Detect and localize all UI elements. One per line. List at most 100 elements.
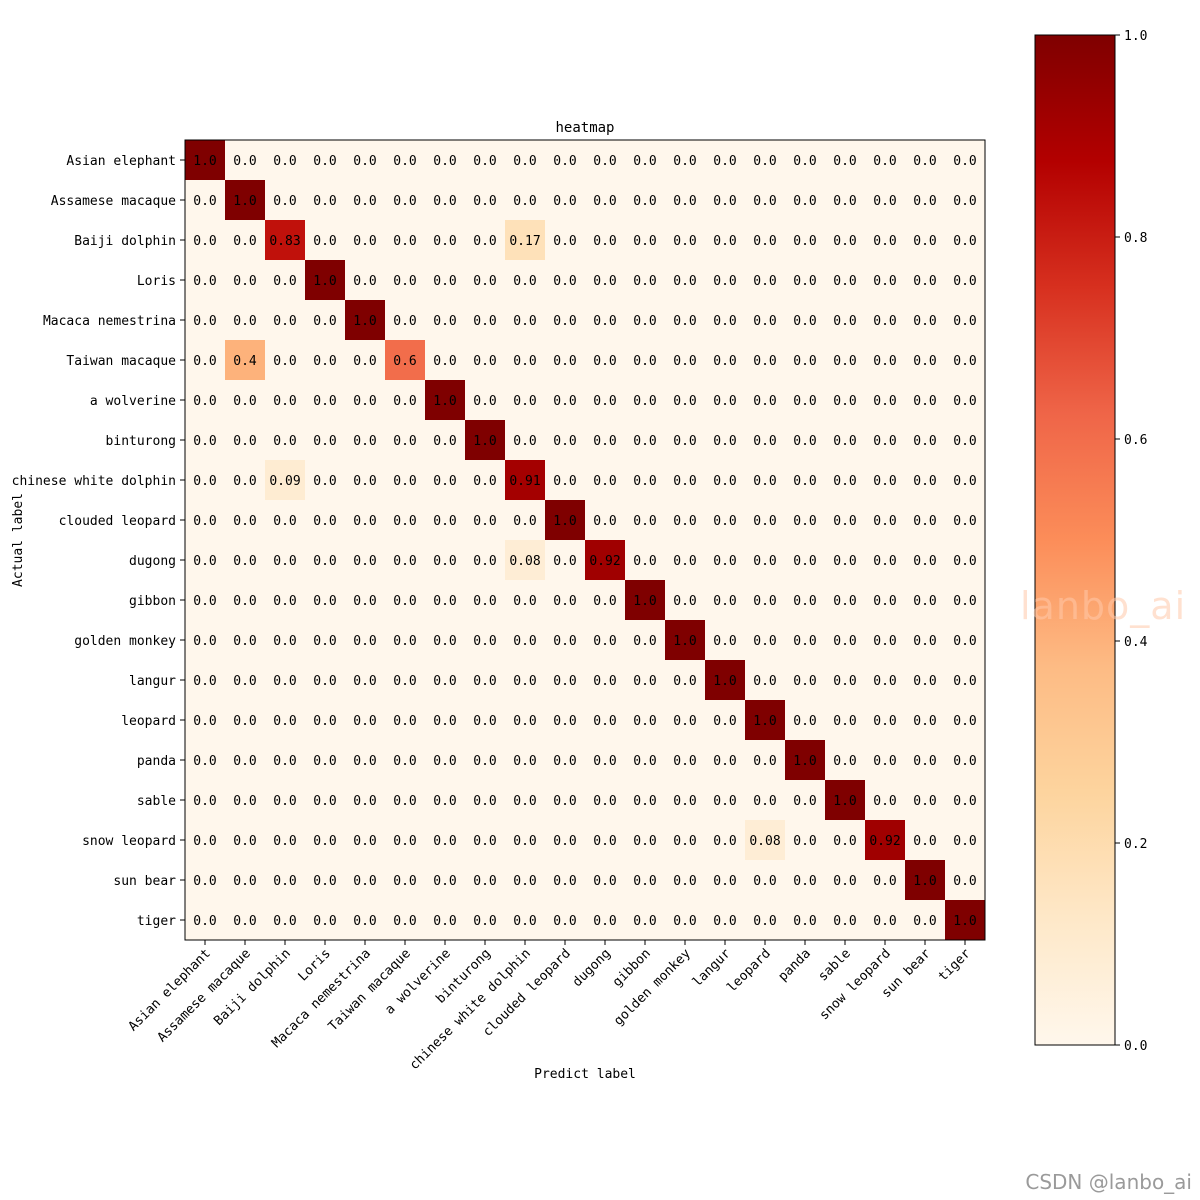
cell-value-label: 0.0: [953, 554, 976, 569]
cell-value-label: 0.0: [873, 514, 896, 529]
heatmap-cell: [705, 660, 746, 701]
y-tick-labels: Asian elephant Assamese macaque Baiji dolp…: [12, 154, 185, 929]
heatmap-cell: [745, 420, 786, 461]
heatmap-cell: [945, 300, 986, 341]
heatmap-cell: [825, 900, 866, 941]
cell-value-label: 0.0: [953, 794, 976, 809]
cell-value-label: 0.0: [793, 794, 816, 809]
cell-value-label: 0.0: [393, 314, 416, 329]
cell-value-label: 0.0: [753, 594, 776, 609]
heatmap-cell: [865, 460, 906, 501]
heatmap-cell: [465, 540, 506, 581]
cell-value-label: 0.0: [673, 354, 696, 369]
cell-value-label: 0.0: [753, 674, 776, 689]
cell-value-label: 0.0: [593, 154, 616, 169]
cell-value-label: 0.0: [193, 474, 216, 489]
cell-value-label: 0.0: [273, 274, 296, 289]
cell-value-label: 1.0: [673, 634, 696, 649]
cell-value-label: 0.0: [873, 794, 896, 809]
heatmap-cell: [705, 180, 746, 221]
cell-value-label: 0.0: [633, 794, 656, 809]
y-tick-label: Baiji dolphin: [74, 234, 176, 249]
heatmap-cell: [305, 580, 346, 621]
cell-value-label: 0.0: [273, 914, 296, 929]
cell-value-label: 0.0: [873, 674, 896, 689]
heatmap-cell: [905, 900, 946, 941]
cell-value-label: 0.0: [793, 234, 816, 249]
heatmap-cell: [865, 340, 906, 381]
cell-value-label: 0.0: [713, 594, 736, 609]
heatmap-cell: [745, 500, 786, 541]
cell-value-label: 0.0: [713, 274, 736, 289]
heatmap-cell: [545, 420, 586, 461]
cell-value-label: 1.0: [233, 194, 256, 209]
heatmap-cell: [185, 140, 226, 181]
heatmap-cell: [425, 300, 466, 341]
cell-value-label: 0.0: [393, 274, 416, 289]
cell-value-label: 0.0: [473, 914, 496, 929]
heatmap-cell: [505, 860, 546, 901]
x-tick-label: leopard: [724, 946, 773, 995]
cell-value-label: 0.0: [673, 874, 696, 889]
cell-value-label: 0.0: [233, 714, 256, 729]
heatmap-cell: [305, 420, 346, 461]
cell-value-label: 0.0: [753, 474, 776, 489]
heatmap-cell: [465, 180, 506, 221]
cell-value-label: 0.0: [633, 554, 656, 569]
y-tick-label: leopard: [121, 714, 176, 729]
heatmap-cell: [745, 180, 786, 221]
heatmap-cell: [585, 740, 626, 781]
cell-value-label: 0.0: [593, 394, 616, 409]
heatmap-cell: [665, 900, 706, 941]
cell-value-label: 0.0: [913, 634, 936, 649]
heatmap-cell: [865, 820, 906, 861]
heatmap-cell: [265, 620, 306, 661]
heatmap-cell: [545, 820, 586, 861]
heatmap-cell: [185, 660, 226, 701]
y-tick-label: snow leopard: [82, 834, 176, 849]
heatmap-cell: [505, 140, 546, 181]
cell-value-label: 0.0: [473, 274, 496, 289]
cell-value-label: 0.0: [393, 634, 416, 649]
heatmap-cell: [385, 340, 426, 381]
heatmap-cell: [825, 460, 866, 501]
heatmap-cell: [225, 300, 266, 341]
heatmap-cell: [785, 860, 826, 901]
cell-value-label: 0.0: [713, 514, 736, 529]
heatmap-cell: [785, 580, 826, 621]
heatmap-cell: [425, 860, 466, 901]
heatmap-cell: [385, 540, 426, 581]
heatmap-cell: [305, 700, 346, 741]
cell-value-label: 0.0: [913, 354, 936, 369]
cell-value-label: 0.0: [633, 914, 656, 929]
watermark-text: lanbo_ai: [1020, 584, 1187, 628]
heatmap-cell: [665, 180, 706, 221]
heatmap-cell: [505, 460, 546, 501]
heatmap-cell: [265, 300, 306, 341]
x-tick-label: golden monkey: [611, 946, 694, 1029]
heatmap-cell: [705, 340, 746, 381]
cell-value-label: 0.0: [833, 674, 856, 689]
cell-value-label: 0.0: [713, 754, 736, 769]
cell-value-label: 0.0: [473, 234, 496, 249]
heatmap-cell: [665, 220, 706, 261]
heatmap-cell: [385, 460, 426, 501]
heatmap-cell: [905, 620, 946, 661]
heatmap-cell: [785, 660, 826, 701]
cell-value-label: 0.0: [713, 634, 736, 649]
cell-value-label: 0.0: [753, 634, 776, 649]
heatmap-cell: [745, 820, 786, 861]
y-tick-label: gibbon: [129, 594, 176, 609]
cell-value-label: 0.0: [233, 794, 256, 809]
cell-value-label: 0.0: [953, 154, 976, 169]
heatmap-cell: [545, 140, 586, 181]
heatmap-cell: [945, 580, 986, 621]
heatmap-cell: [825, 420, 866, 461]
heatmap-cell: [385, 140, 426, 181]
cell-value-label: 0.0: [353, 274, 376, 289]
heatmap-cell: [825, 300, 866, 341]
heatmap-cell: [305, 340, 346, 381]
cell-value-label: 0.0: [833, 234, 856, 249]
heatmap-cell: [505, 620, 546, 661]
